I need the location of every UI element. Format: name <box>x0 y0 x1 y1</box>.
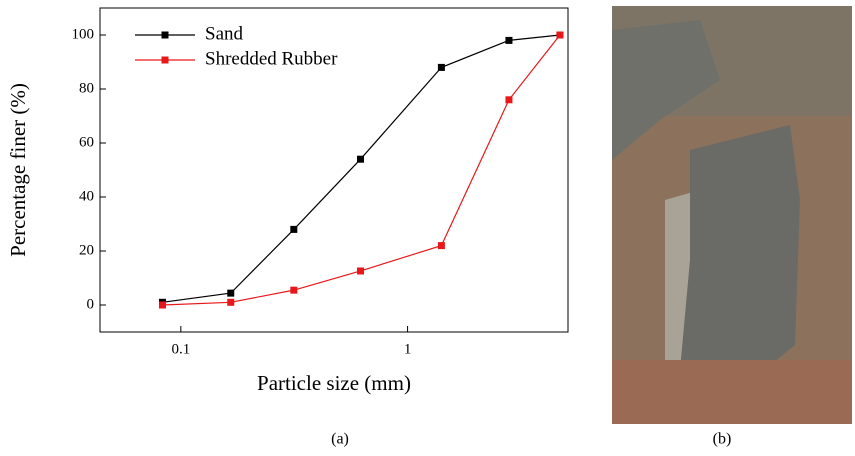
y-tick-label: 60 <box>79 134 94 150</box>
data-point <box>438 242 445 249</box>
data-point <box>159 302 166 309</box>
y-tick-label: 20 <box>79 242 94 258</box>
data-point <box>290 226 297 233</box>
y-tick-label: 0 <box>87 296 95 312</box>
data-point <box>357 267 364 274</box>
data-line <box>162 35 559 302</box>
data-point <box>438 64 445 71</box>
data-point <box>227 290 234 297</box>
x-tick-label: 1 <box>404 341 412 357</box>
data-point <box>556 32 563 39</box>
data-point <box>290 287 297 294</box>
photo <box>612 6 852 424</box>
legend-marker <box>162 57 169 64</box>
data-line <box>162 35 559 305</box>
legend-label: Shredded Rubber <box>205 48 338 69</box>
x-axis-label: Particle size (mm) <box>257 371 411 395</box>
figure: Particle size (mm) Percentage finer (%) … <box>0 0 855 456</box>
legend-label: Sand <box>205 23 244 44</box>
photo-trench <box>680 125 800 370</box>
data-point <box>227 299 234 306</box>
legend-marker <box>162 32 169 39</box>
caption: (a) <box>331 431 349 448</box>
y-tick-label: 40 <box>79 188 94 204</box>
photo-soil <box>612 360 852 424</box>
data-point <box>357 156 364 163</box>
y-axis-label: Percentage finer (%) <box>6 83 30 257</box>
y-tick-label: 100 <box>72 26 95 42</box>
data-point <box>505 96 512 103</box>
caption: (b) <box>713 431 732 448</box>
y-tick-label: 80 <box>79 80 94 96</box>
data-point <box>505 37 512 44</box>
x-tick-label: 0.1 <box>171 341 190 357</box>
